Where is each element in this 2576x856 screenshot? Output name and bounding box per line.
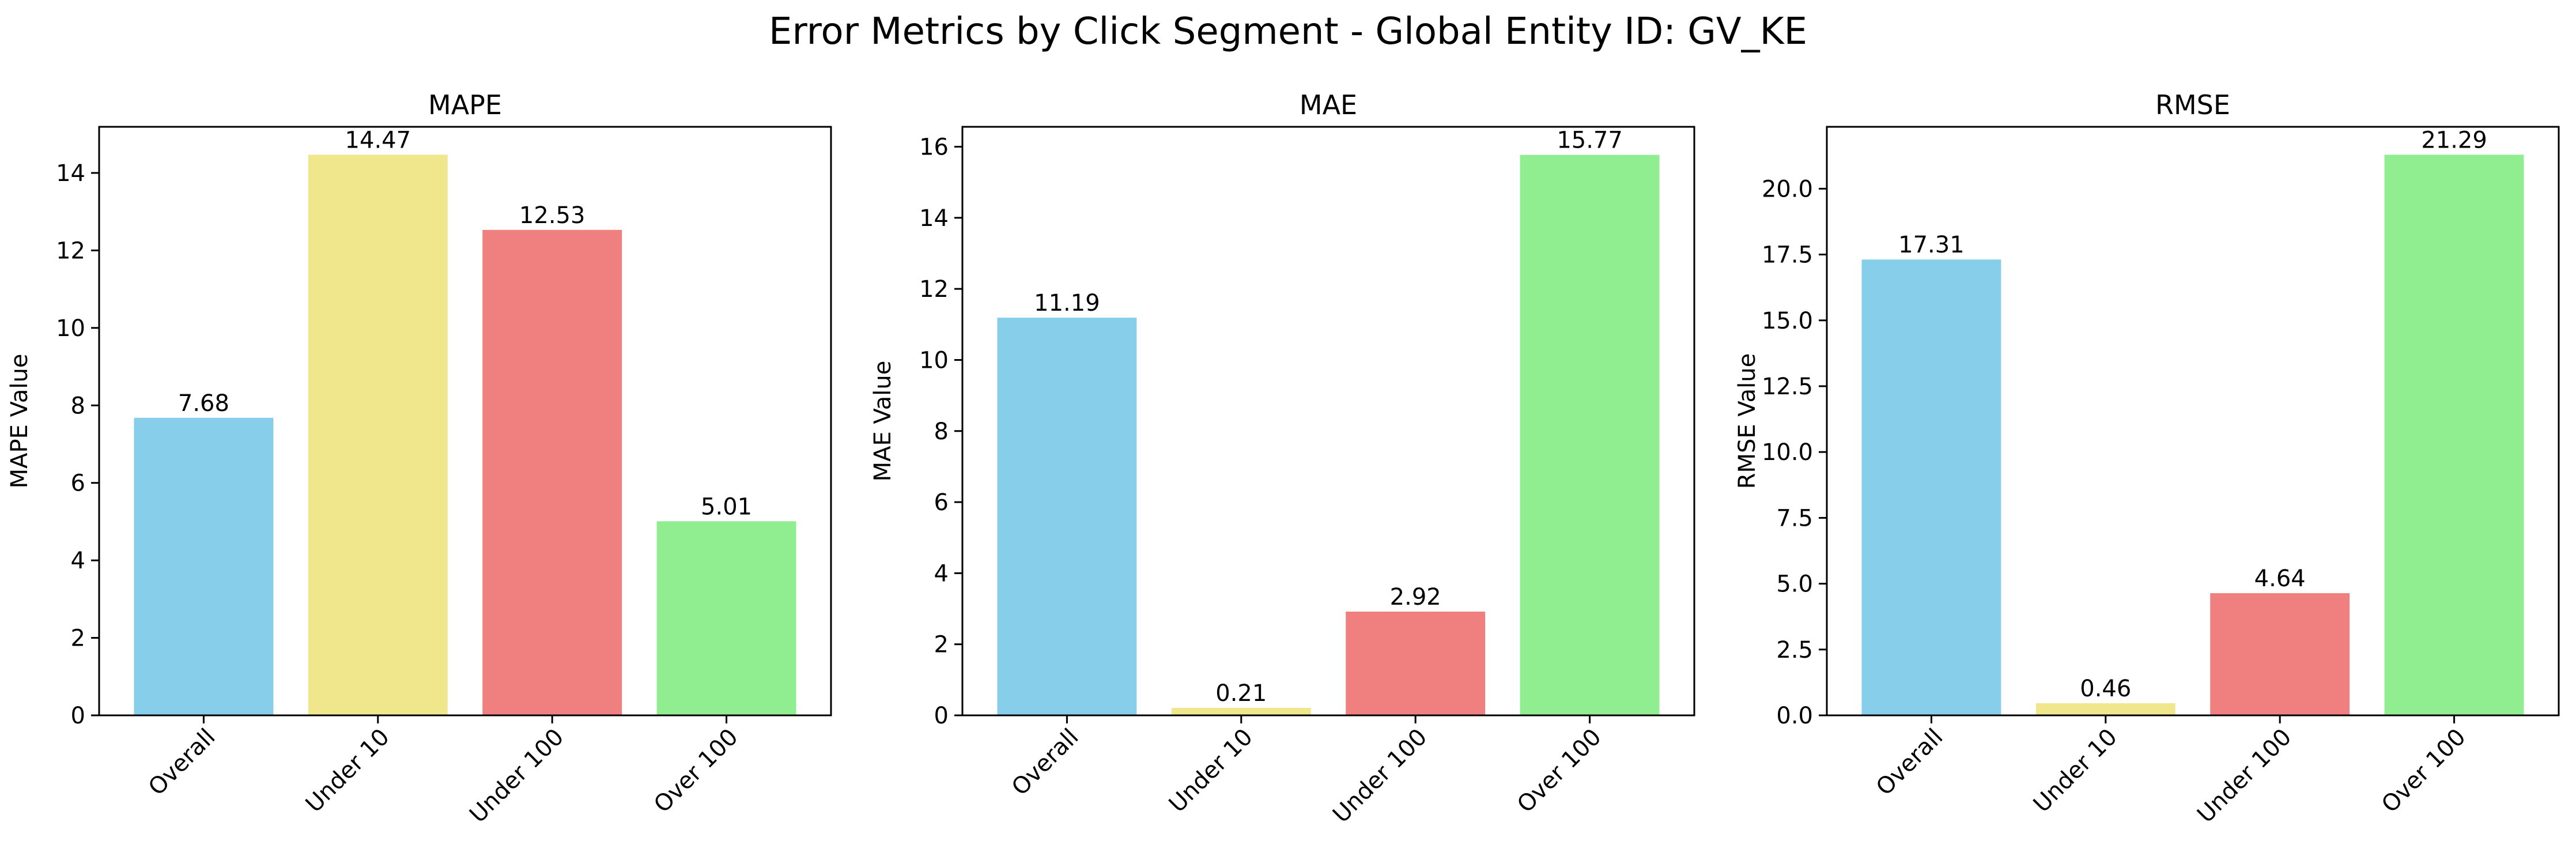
mape-ytick-label-6: 12 [56,237,85,264]
mae-xtick-label-1: Under 10 [1164,724,1258,818]
mae-title: MAE [1300,89,1357,120]
rmse-value-label-0: 17.31 [1898,232,1965,258]
mae-value-label-3: 15.77 [1557,127,1623,154]
mae-axes-frame [961,126,1695,717]
mape-ytick-label-4: 8 [71,393,85,419]
rmse-ytick-label-1: 2.5 [1776,637,1813,663]
mape-ytick-label-3: 6 [71,470,85,497]
rmse-title: RMSE [2155,89,2230,120]
mape-value-label-3: 5.01 [701,493,752,520]
mae-ytick-label-7: 14 [919,205,949,232]
mae-bar-2 [1346,611,1486,715]
mape-value-label-2: 12.53 [519,202,586,229]
rmse-ytick-label-6: 15.0 [1762,308,1813,334]
rmse-xtick-label-1: Under 10 [2029,724,2122,818]
mape-panel: 7.68 14.47 12.53 5.01 0 2 4 6 8 10 12 14 Overall Unde… [6,89,832,828]
mae-ytick-label-3: 6 [934,489,949,516]
mae-value-label-0: 11.19 [1034,290,1100,316]
rmse-ytick-label-7: 17.5 [1762,242,1813,269]
rmse-ylabel: RMSE Value [1734,353,1761,489]
rmse-value-label-1: 0.46 [2080,676,2131,702]
mape-value-label-1: 14.47 [345,127,411,153]
rmse-bar-0 [1861,259,2001,716]
mape-ylabel: MAPE Value [6,354,33,489]
rmse-bar-2 [2210,593,2350,715]
rmse-axes-frame [1826,126,2560,717]
mape-ytick-label-1: 2 [71,625,85,652]
mae-xtick-label-2: Under 100 [1328,724,1432,828]
mape-title: MAPE [428,89,502,120]
mape-xtick-label-3: Over 100 [649,724,743,819]
mape-bar-3 [656,521,796,715]
mae-bar-3 [1520,154,1660,715]
mae-xtick-label-3: Over 100 [1512,724,1607,819]
mae-ytick-label-0: 0 [934,703,949,729]
mae-value-label-1: 0.21 [1215,680,1267,707]
rmse-ytick-label-5: 12.5 [1762,374,1813,400]
mape-ytick-label-7: 14 [56,160,85,187]
mae-bar-0 [997,318,1137,715]
mape-axes-frame [98,126,832,717]
mae-ytick-label-1: 2 [934,632,949,658]
mape-value-label-0: 7.68 [178,390,229,417]
mape-bar-1 [308,154,448,715]
rmse-ytick-label-4: 10.0 [1762,439,1813,466]
mae-panel: 11.19 0.21 2.92 15.77 0 2 4 6 8 10 12 14 16 Overall Un… [870,89,1695,828]
rmse-ytick-label-3: 7.5 [1776,505,1813,531]
mae-bar-1 [1171,708,1311,715]
mae-ytick-label-2: 4 [934,560,949,587]
mape-bar-2 [482,229,622,716]
mape-xtick-label-0: Overall [143,724,221,801]
mae-value-label-2: 2.92 [1390,584,1441,610]
mae-ytick-label-6: 12 [919,276,949,303]
rmse-panel: 17.31 0.46 4.64 21.29 0.0 2.5 5.0 7.5 10.0 12.5 15… [1734,89,2560,828]
rmse-value-label-3: 21.29 [2421,127,2487,153]
mae-xtick-label-0: Overall [1007,724,1084,801]
mae-ylabel: MAE Value [870,361,896,482]
rmse-ytick-label-2: 5.0 [1776,571,1813,598]
rmse-ytick-label-0: 0.0 [1776,703,1813,729]
mae-ytick-label-4: 8 [934,418,949,445]
rmse-bar-3 [2384,154,2524,715]
rmse-xtick-label-2: Under 100 [2192,724,2297,828]
rmse-ytick-label-8: 20.0 [1762,176,1813,202]
mape-bar-0 [134,417,274,715]
figure-title: Error Metrics by Click Segment - Global … [769,10,1807,53]
mape-xtick-label-2: Under 100 [464,724,569,828]
mape-xtick-label-1: Under 10 [301,724,395,818]
mape-ytick-label-0: 0 [71,703,85,729]
rmse-value-label-2: 4.64 [2254,565,2306,592]
rmse-xtick-label-0: Overall [1871,724,1948,801]
mae-ytick-label-8: 16 [919,134,949,161]
rmse-bar-1 [2035,703,2175,715]
mae-ytick-label-5: 10 [919,347,949,374]
rmse-xtick-label-3: Over 100 [2377,724,2471,819]
mape-ytick-label-5: 10 [56,315,85,342]
mape-ytick-label-2: 4 [71,548,85,574]
